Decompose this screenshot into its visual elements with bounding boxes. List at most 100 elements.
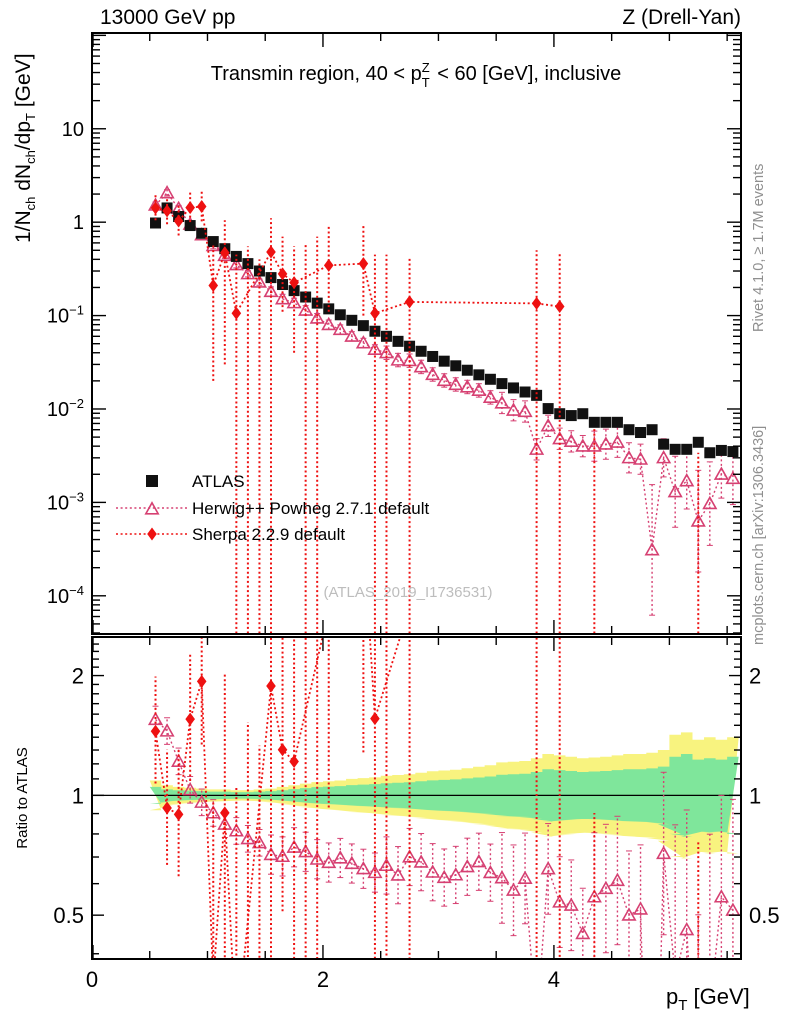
series-line — [155, 191, 734, 550]
herwig-marker — [632, 451, 649, 465]
herwig-marker — [609, 434, 626, 448]
plot-title-post: < 60 [GeV], inclusive — [432, 63, 622, 85]
ratio-tick-label: 2 — [72, 664, 84, 689]
sherpa-ratio-series — [150, 525, 700, 989]
sherpa-marker — [266, 245, 276, 259]
mcplots-arxiv-note: mcplots.cern.ch [arXiv:1306.3436] — [751, 426, 767, 645]
herwig-marker — [459, 858, 475, 873]
atlas-marker — [565, 410, 577, 422]
herwig-marker — [332, 321, 348, 336]
sherpa-marker — [231, 306, 242, 320]
sherpa-marker — [220, 806, 230, 820]
herwig-marker — [621, 907, 637, 921]
atlas-marker — [311, 297, 323, 309]
herwig-marker — [667, 483, 683, 498]
sherpa-marker — [196, 674, 207, 688]
atlas-marker — [704, 447, 716, 459]
herwig-marker — [298, 843, 314, 858]
atlas-marker — [577, 408, 589, 420]
herwig-marker — [563, 433, 579, 447]
herwig-marker — [609, 872, 626, 887]
herwig-marker — [309, 310, 325, 324]
herwig-marker — [482, 389, 498, 404]
atlas-marker — [715, 444, 727, 456]
herwig-marker — [144, 501, 160, 515]
y-tick-label: 10 — [62, 119, 84, 141]
herwig-marker — [632, 901, 649, 915]
sherpa-marker — [196, 200, 207, 214]
y-axis-label-ratio: Ratio to ATLAS — [14, 747, 31, 848]
sherpa-marker — [147, 527, 157, 541]
atlas-marker — [253, 265, 265, 277]
herwig-marker — [147, 711, 164, 726]
herwig-marker — [517, 870, 533, 885]
ratio-tick-label: 0.5 — [749, 903, 780, 928]
herwig-marker — [644, 542, 660, 556]
herwig-marker — [355, 335, 371, 349]
atlas-marker — [207, 236, 219, 248]
herwig-marker — [159, 185, 175, 199]
sherpa-marker — [277, 743, 288, 757]
herwig-marker — [390, 867, 406, 881]
atlas-marker — [277, 279, 289, 291]
herwig-marker — [517, 403, 533, 418]
sherpa-marker — [150, 724, 161, 738]
sherpa-marker — [405, 600, 415, 613]
herwig-marker — [274, 848, 291, 863]
herwig-marker — [586, 438, 602, 452]
herwig-marker — [355, 860, 371, 875]
herwig-marker — [679, 473, 695, 487]
sherpa-marker — [359, 525, 369, 538]
atlas-marker — [438, 355, 450, 367]
y-axis-label-main: 1/Nch dNch/dpT [GeV] — [12, 53, 38, 243]
atlas-marker — [461, 364, 473, 376]
herwig-marker — [563, 897, 579, 911]
sherpa-marker — [370, 712, 380, 726]
sherpa-marker — [370, 306, 380, 320]
herwig-marker — [598, 436, 614, 450]
herwig-marker — [540, 861, 556, 875]
atlas-marker — [404, 340, 416, 352]
atlas-marker — [646, 424, 658, 436]
atlas-marker — [230, 250, 242, 262]
herwig-marker — [367, 341, 383, 355]
plot-title-pre: Transmin region, 40 < p — [211, 63, 422, 85]
herwig-marker — [344, 855, 360, 870]
axis-ticks — [92, 33, 741, 959]
herwig-marker — [530, 1019, 542, 1024]
herwig-marker — [621, 450, 637, 464]
beam-energy-label: 13000 GeV pp — [100, 6, 235, 29]
herwig-marker — [367, 864, 383, 879]
herwig-marker — [656, 450, 672, 464]
ratio-tick-label: 1 — [749, 783, 761, 808]
atlas-marker — [554, 408, 566, 420]
sherpa-marker — [277, 267, 288, 281]
sherpa-marker — [404, 295, 415, 309]
herwig-marker — [240, 830, 256, 845]
sherpa-marker — [554, 300, 565, 314]
sherpa-marker — [208, 976, 218, 989]
herwig-marker — [575, 438, 591, 452]
ratio-panel-frame — [91, 636, 742, 960]
atlas-marker — [611, 416, 623, 428]
atlas-marker — [727, 446, 739, 458]
plot-title-sup: Z — [422, 60, 430, 75]
herwig-marker — [505, 882, 522, 896]
process-label: Z (Drell-Yan) — [622, 6, 741, 29]
main-panel-frame — [91, 32, 742, 635]
atlas-marker — [323, 303, 335, 315]
atlas-marker — [588, 416, 600, 428]
plot-title-sub: T — [422, 75, 430, 90]
y-tick-label: 10−2 — [47, 396, 84, 421]
herwig-marker — [448, 867, 464, 881]
sherpa-marker — [185, 712, 195, 726]
herwig-marker — [378, 857, 395, 872]
sherpa-marker — [324, 603, 334, 616]
atlas-marker — [427, 350, 439, 362]
atlas-marker — [484, 373, 496, 385]
atlas-marker — [392, 335, 404, 347]
atlas-marker — [346, 314, 358, 326]
herwig-marker — [413, 854, 429, 868]
